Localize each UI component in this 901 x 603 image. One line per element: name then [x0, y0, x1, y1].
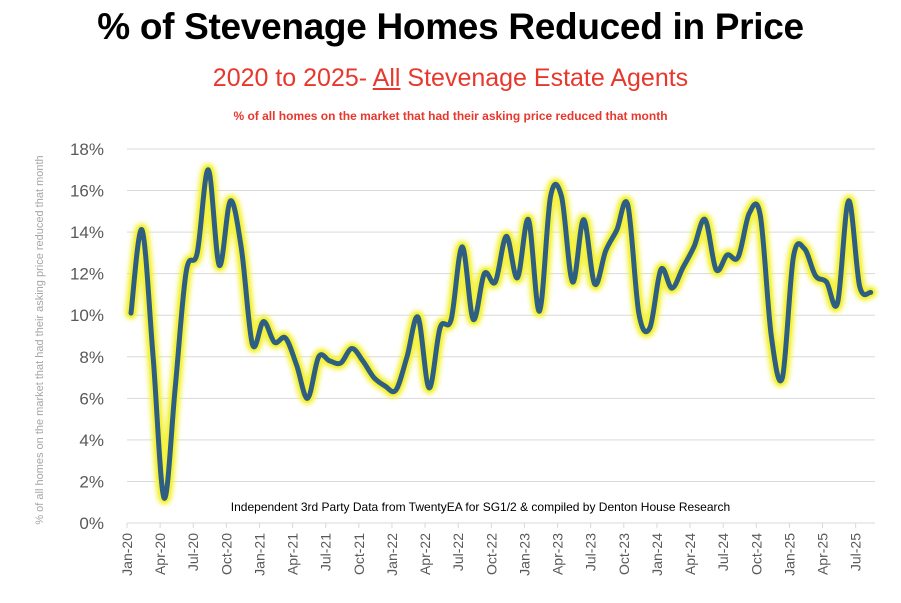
y-tick-label: 14% — [70, 223, 104, 242]
x-tick-label: Jan-25 — [781, 533, 797, 576]
x-tick-label: Jul-25 — [848, 533, 864, 571]
x-tick-label: Jul-21 — [318, 533, 334, 571]
y-tick-label: 0% — [79, 514, 104, 533]
data-series — [124, 163, 878, 505]
x-tick-label: Jul-24 — [715, 533, 731, 571]
x-tick-label: Jan-24 — [649, 533, 665, 576]
x-tick-label: Jul-22 — [450, 533, 466, 571]
x-tick-label: Oct-24 — [748, 533, 764, 575]
x-tick-label: Oct-23 — [616, 533, 632, 575]
x-tick-label: Jan-22 — [384, 533, 400, 576]
x-tick-label: Apr-24 — [682, 533, 698, 575]
source-annotation: Independent 3rd Party Data from TwentyEA… — [230, 500, 731, 514]
x-tick-label: Apr-23 — [550, 533, 566, 575]
chart-title: % of Stevenage Homes Reduced in Price — [97, 6, 804, 47]
x-tick-label: Jan-23 — [516, 533, 532, 576]
x-tick-label: Apr-25 — [815, 533, 831, 575]
y-tick-label: 18% — [70, 140, 104, 159]
x-tick-label: Apr-21 — [285, 533, 301, 575]
y-tick-label: 2% — [79, 472, 104, 491]
x-tick-label: Jul-23 — [583, 533, 599, 571]
chart-subnote: % of all homes on the market that had th… — [233, 109, 668, 123]
y-tick-label: 4% — [79, 431, 104, 450]
x-tick-label: Oct-22 — [483, 533, 499, 575]
gridlines — [127, 148, 875, 482]
y-tick-label: 16% — [70, 182, 104, 201]
y-tick-label: 12% — [70, 265, 104, 284]
x-tick-label: Apr-20 — [152, 533, 168, 575]
x-tick-label: Jan-21 — [251, 533, 267, 576]
y-tick-label: 8% — [79, 348, 104, 367]
x-tick-label: Apr-22 — [417, 533, 433, 575]
y-tick-label: 6% — [79, 389, 104, 408]
chart-subtitle: 2020 to 2025- All Stevenage Estate Agent… — [0, 64, 901, 93]
x-tick-label: Oct-21 — [351, 533, 367, 575]
subtitle-part-all: All — [372, 64, 401, 92]
y-tick-label: 10% — [70, 306, 104, 325]
x-tick-label: Oct-20 — [218, 533, 234, 575]
series-line — [128, 167, 874, 501]
x-tick-label: Jan-20 — [119, 533, 135, 576]
subtitle-part-1: 2020 to 2025- — [212, 64, 373, 92]
x-axis: Jan-20 Apr-20 Jul-20 Oct-20 Jan-21 Apr-21 Jul-… — [119, 522, 875, 576]
subtitle-part-3: Stevenage Estate Agents — [400, 64, 689, 92]
x-tick-label: Jul-20 — [185, 533, 201, 571]
y-axis-ticks: 0% 2% 4% 6% 8% 10% 12% 14% 16% 18% — [70, 140, 104, 533]
